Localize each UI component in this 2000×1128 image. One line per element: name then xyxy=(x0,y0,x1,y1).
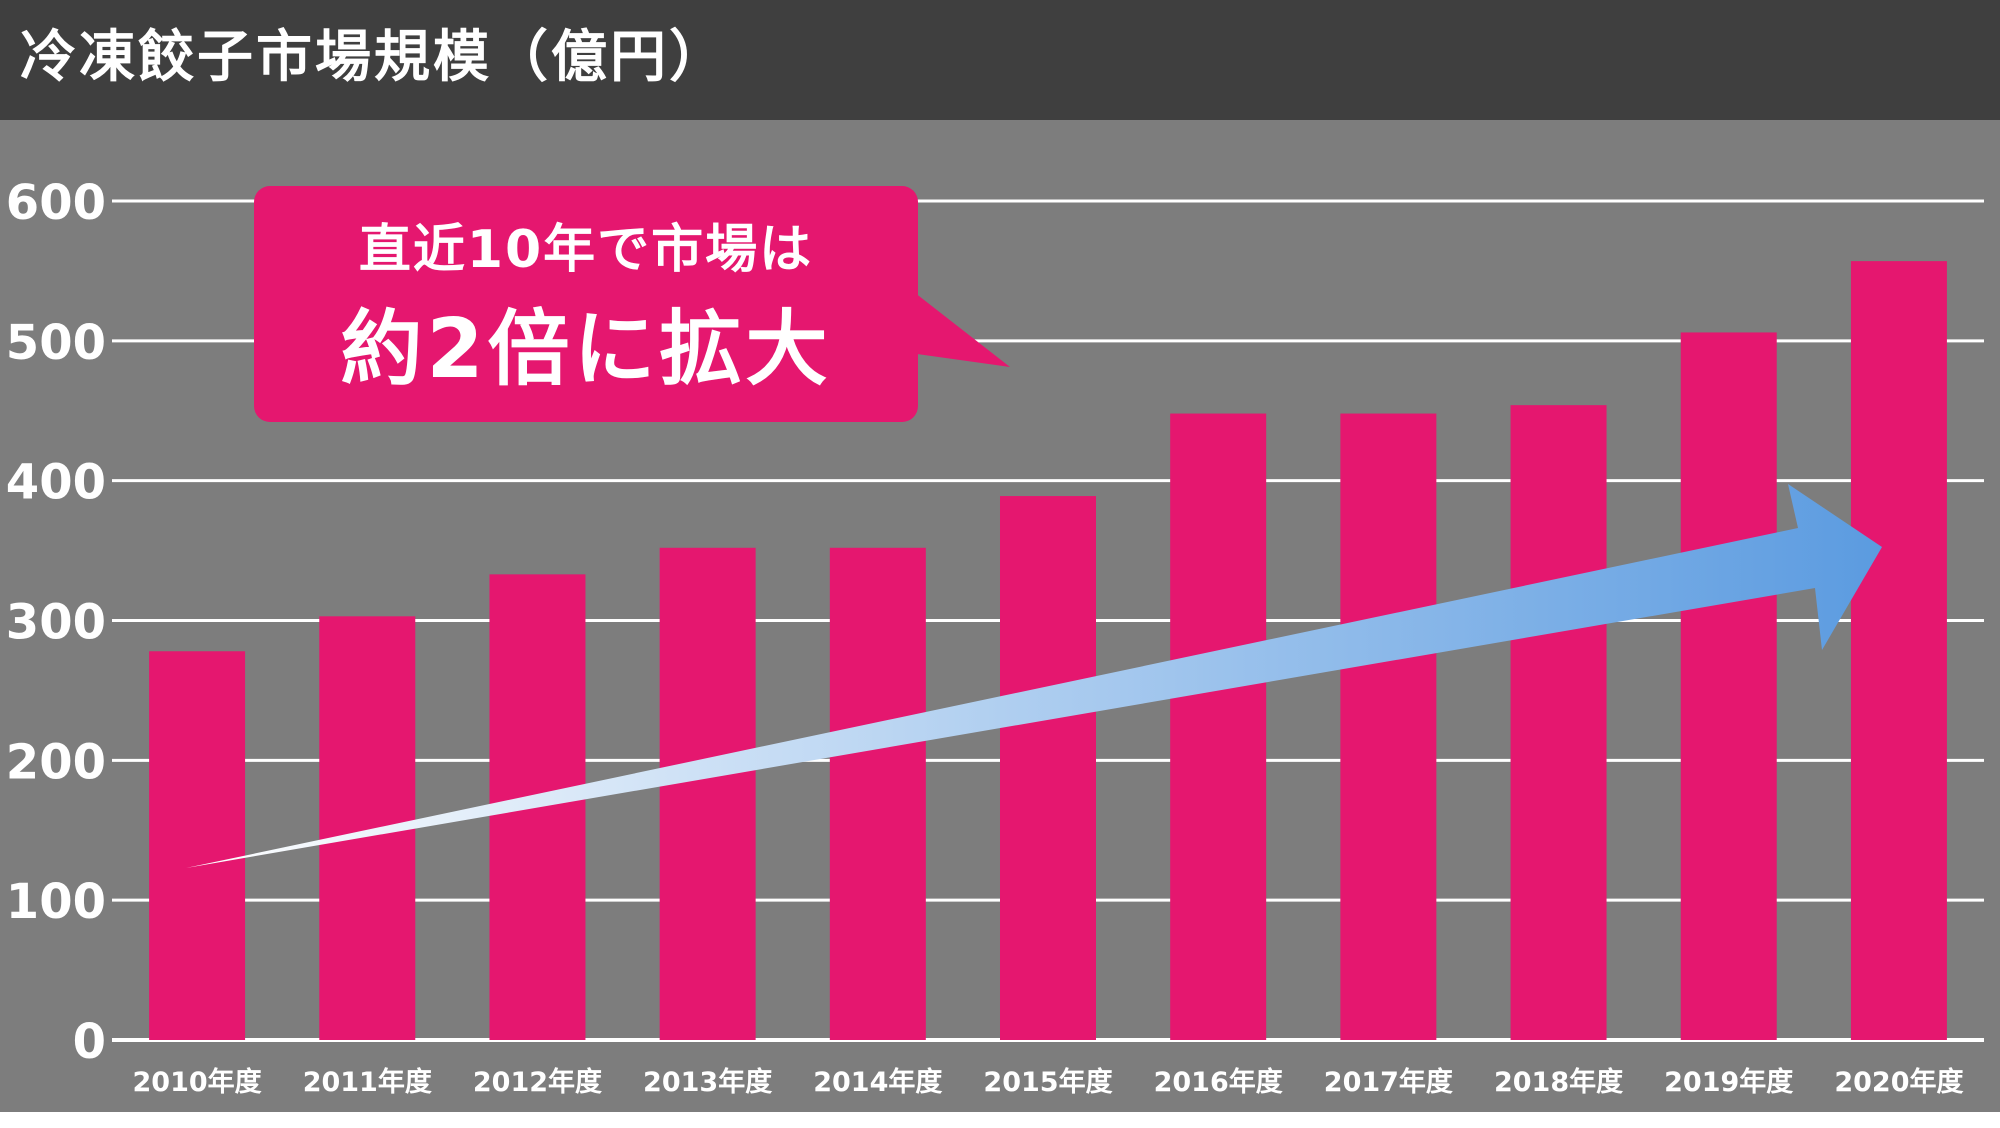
x-tick-label: 2010年度 xyxy=(133,1066,262,1098)
x-tick-label: 2015年度 xyxy=(983,1066,1112,1098)
bar xyxy=(1850,261,1947,1041)
y-tick-label: 0 xyxy=(73,1014,106,1070)
x-tick-label: 2014年度 xyxy=(813,1066,942,1098)
bar xyxy=(1680,332,1777,1040)
bar xyxy=(829,547,926,1040)
y-tick-label: 300 xyxy=(6,595,106,651)
callout-line-1: 直近10年で市場は xyxy=(358,220,814,280)
chart-title: 冷凍餃子市場規模（億円） xyxy=(20,25,728,90)
x-tick-label: 2012年度 xyxy=(473,1066,602,1098)
y-tick-label: 400 xyxy=(6,455,106,511)
x-tick-label: 2016年度 xyxy=(1154,1066,1283,1098)
x-tick-label: 2011年度 xyxy=(303,1066,432,1098)
x-tick-label: 2019年度 xyxy=(1664,1066,1793,1098)
y-tick-label: 500 xyxy=(6,315,106,371)
x-tick-label: 2018年度 xyxy=(1494,1066,1623,1098)
bar xyxy=(1510,405,1607,1040)
y-axis-ticks: 0 100 200 300 400 500 600 xyxy=(6,175,106,1070)
x-axis-ticks: 2010年度 2011年度 2012年度 2013年度 2014年度 2015年度 2016… xyxy=(133,1066,1964,1098)
callout-box: 直近10年で市場は 約2倍に拡大 xyxy=(254,186,918,422)
y-tick-label: 200 xyxy=(6,734,106,790)
bar xyxy=(1170,413,1267,1041)
y-tick-label: 100 xyxy=(6,874,106,930)
x-tick-label: 2013年度 xyxy=(643,1066,772,1098)
x-tick-label: 2017年度 xyxy=(1324,1066,1453,1098)
bar xyxy=(1000,496,1096,1040)
header-bar: 冷凍餃子市場規模（億円） xyxy=(0,0,2000,120)
bar xyxy=(659,547,756,1040)
x-tick-label: 2020年度 xyxy=(1834,1066,1963,1098)
bar xyxy=(149,651,246,1040)
callout-line-2: 約2倍に拡大 xyxy=(340,302,832,397)
bar xyxy=(1340,413,1437,1041)
y-tick-label: 600 xyxy=(6,175,106,231)
